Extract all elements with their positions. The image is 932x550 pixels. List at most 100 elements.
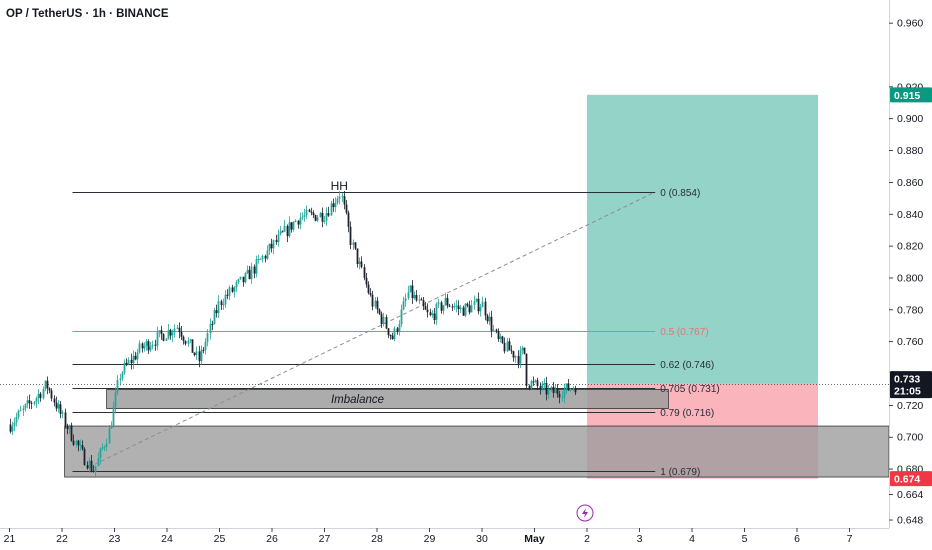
candle-body-253	[565, 383, 568, 390]
candle-body-188	[422, 300, 425, 307]
candle-body-175	[393, 328, 396, 340]
candle-body-23	[59, 404, 62, 414]
candle-body-143	[323, 220, 326, 222]
candle-body-226	[506, 341, 509, 352]
candle-body-78	[180, 331, 183, 337]
candle-body-97	[222, 304, 225, 306]
trend-line[interactable]	[88, 191, 656, 468]
candle-body-72	[167, 330, 170, 339]
candle-body-99	[226, 294, 229, 296]
candle-body-61	[143, 345, 146, 349]
candle-body-127	[288, 222, 291, 237]
candle-body-57	[134, 355, 137, 360]
x-tick-label-9: 30	[476, 533, 488, 545]
candle-body-65	[151, 344, 154, 347]
candle-body-203	[455, 305, 458, 307]
candle-body-113	[257, 259, 260, 261]
candle-body-70	[162, 334, 165, 341]
candle-body-206	[462, 307, 465, 316]
candle-body-176	[396, 328, 399, 332]
candle-body-232	[519, 350, 522, 364]
candle-body-4	[17, 410, 20, 418]
y-tick-label-2: 0.900	[897, 113, 923, 125]
candle-body-144	[325, 213, 328, 221]
candle-body-55	[130, 359, 133, 364]
candle-body-177	[398, 324, 401, 332]
candle-body-231	[517, 356, 520, 364]
candle-body-202	[453, 306, 456, 308]
candle-body-163	[367, 284, 370, 293]
candle-body-168	[378, 309, 381, 314]
candle-body-109	[248, 269, 251, 280]
candle-body-30	[75, 440, 78, 445]
candle-body-9	[28, 400, 31, 403]
candle-body-83	[191, 339, 194, 353]
candle-body-27	[68, 425, 71, 430]
candle-body-69	[160, 330, 163, 335]
candle-body-164	[369, 292, 372, 295]
candle-body-242	[541, 383, 544, 389]
candle-body-107	[244, 273, 247, 283]
candle-body-21	[55, 402, 58, 409]
candle-body-92	[211, 323, 214, 325]
candle-body-211	[473, 301, 476, 305]
candle-body-244	[545, 382, 548, 395]
candle-body-29	[72, 440, 75, 445]
candle-body-165	[371, 294, 374, 307]
candle-body-167	[376, 300, 379, 310]
candle-body-95	[217, 301, 220, 314]
profit-zone[interactable]	[587, 94, 818, 384]
candle-body-84	[193, 352, 196, 356]
candle-body-74	[171, 332, 174, 336]
candle-body-197	[442, 305, 445, 311]
candle-body-240	[536, 380, 539, 386]
fib-label-2: 0.62 (0.746)	[660, 360, 714, 371]
candle-body-218	[488, 316, 491, 322]
candle-body-152	[343, 196, 346, 205]
candle-body-187	[420, 299, 423, 301]
candle-body-138	[312, 212, 315, 216]
candle-body-221	[495, 329, 498, 332]
candle-body-31	[77, 440, 80, 446]
candle-body-117	[266, 250, 269, 259]
candle-body-101	[231, 287, 234, 292]
candle-body-89	[204, 341, 207, 351]
candle-body-14	[39, 393, 42, 399]
price-tag-stop[interactable]: 0.674	[890, 471, 932, 487]
imbalance-zone[interactable]	[106, 389, 669, 409]
candle-body-105	[239, 276, 242, 280]
candle-body-249	[556, 388, 559, 395]
candle-body-186	[418, 299, 421, 301]
price-tag-target[interactable]: 0.915	[890, 87, 932, 103]
candles-layer	[9, 190, 577, 478]
candle-body-219	[490, 316, 493, 331]
price-tag-stop-bg	[890, 471, 932, 487]
x-tick-label-1: 22	[56, 533, 68, 545]
x-tick-label-4: 25	[214, 533, 226, 545]
candle-body-237	[530, 381, 533, 388]
candle-body-88	[202, 349, 205, 351]
candle-body-145	[327, 213, 330, 216]
candle-body-82	[189, 339, 192, 341]
candle-body-162	[365, 277, 368, 285]
candle-body-136	[308, 209, 311, 212]
candle-body-6	[22, 408, 25, 411]
candle-body-8	[26, 400, 29, 405]
candle-body-103	[235, 282, 238, 288]
candle-body-217	[486, 315, 489, 322]
candle-body-151	[341, 196, 344, 198]
candle-body-73	[169, 330, 172, 336]
candle-body-40	[97, 458, 100, 467]
candle-body-77	[178, 327, 181, 332]
x-tick-label-8: 29	[424, 533, 436, 545]
candle-body-169	[380, 313, 383, 324]
candle-body-114	[259, 258, 262, 260]
x-tick-label-13: 4	[689, 533, 695, 545]
x-tick-label-0: 21	[4, 533, 16, 545]
candle-body-224	[501, 336, 504, 343]
y-tick-label-0: 0.960	[897, 18, 923, 30]
candle-body-22	[57, 404, 60, 409]
demand-zone[interactable]	[64, 425, 890, 478]
